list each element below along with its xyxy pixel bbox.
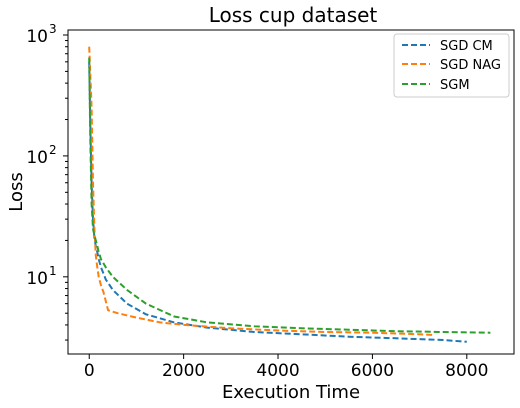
x-tick-label: 4000 [256,361,299,381]
legend-box [393,33,510,98]
legend: SGD CM SGD NAG SGM [393,33,510,98]
legend-label-sgm: SGM [440,78,470,93]
y-tick-label: 10 [26,148,48,168]
legend-label-sgd-cm: SGD CM [440,39,493,54]
plot-frame [67,29,515,355]
chart-title: Loss cup dataset [209,3,378,27]
y-tick-exponent: 2 [49,143,57,157]
series-line-sgm [88,57,491,334]
plot-lines [88,46,491,343]
legend-label-sgd-nag: SGD NAG [440,58,501,73]
x-tick-label: 8000 [445,361,488,381]
x-axis-label: Execution Time [222,382,360,403]
y-axis-label: Loss [6,172,27,211]
y-tick-label: 10 [26,269,48,289]
y-tick-exponent: 3 [49,22,57,36]
series-line-sgd-nag [88,46,434,336]
y-tick-exponent: 1 [49,264,57,278]
x-tick-label: 2000 [162,361,205,381]
y-tick-label: 10 [26,27,48,47]
x-tick-label: 0 [84,361,95,381]
x-tick-label: 6000 [351,361,394,381]
